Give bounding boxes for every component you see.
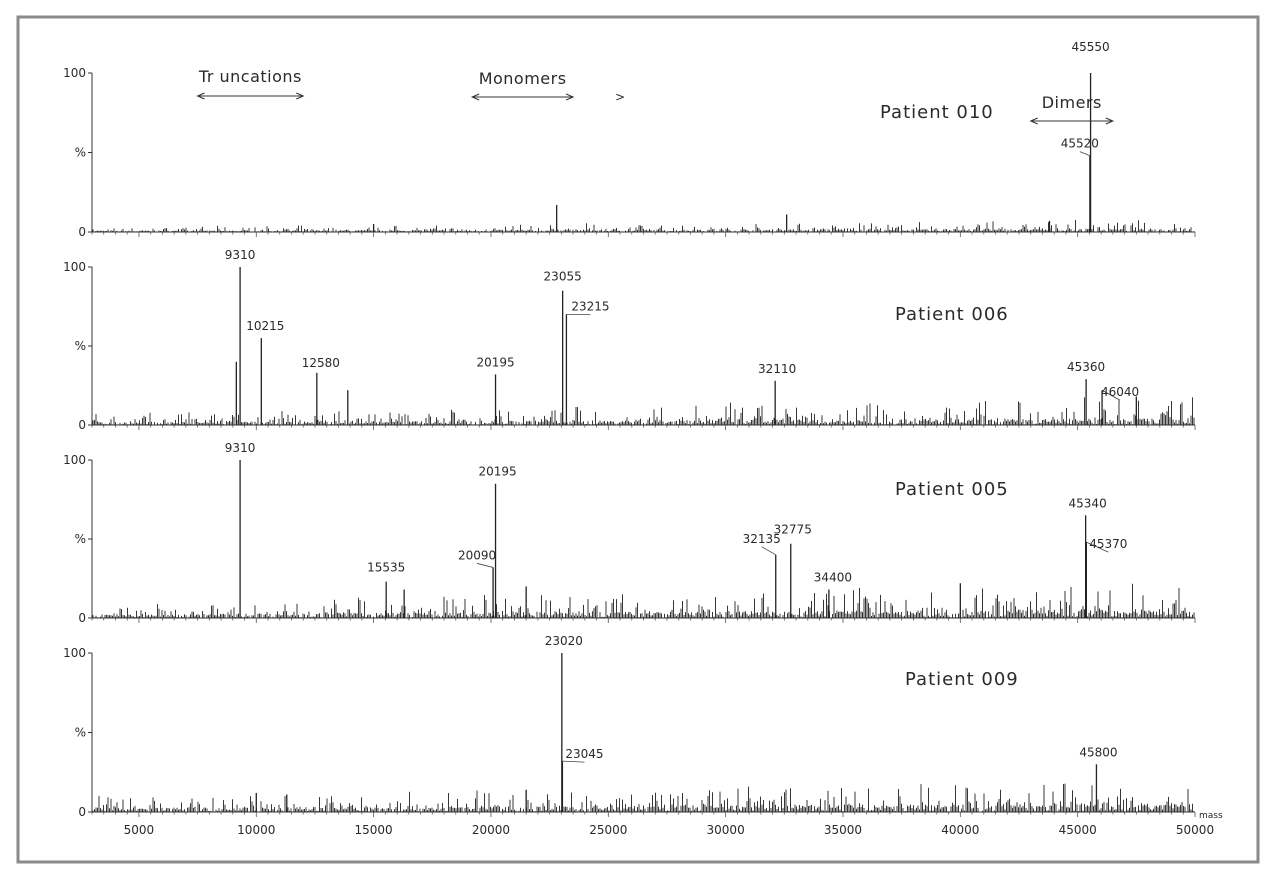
spectra-panels: 100% 0 45550 45520 Patient 010 100% 0 9310 10215… (63, 40, 1196, 819)
peak-leader (1101, 389, 1121, 401)
x-tick-label: 20000 (472, 823, 510, 837)
peak-label: 23215 (571, 299, 609, 313)
peak-leader (1086, 541, 1109, 553)
peak-label: 32135 (743, 532, 781, 546)
region-arrow-head (1105, 117, 1115, 125)
patient-label: Patient 010 (880, 102, 994, 123)
spectrum-panel: 100% 0 45550 45520 Patient 010 (63, 40, 1196, 239)
peak-label: 45550 (1071, 40, 1109, 54)
x-tick-label: 35000 (824, 823, 862, 837)
peak-leader (562, 760, 585, 763)
peak-label: 45800 (1079, 745, 1117, 759)
region-annotation: Monomers (470, 69, 575, 101)
region-label: Monomers (479, 69, 567, 88)
peak-label: 23055 (544, 270, 582, 284)
peak-leader (1079, 151, 1091, 157)
peak-leader (761, 546, 776, 556)
figure-frame (16, 15, 1260, 864)
region-annotations: Tr uncations Monomers Dimers > (196, 67, 1115, 125)
region-arrow-head (565, 93, 575, 101)
patient-label: Patient 009 (905, 669, 1019, 690)
y-tick-label: 0 (78, 225, 86, 239)
region-arrow-head (1029, 117, 1038, 125)
peak-label: 32775 (774, 523, 812, 537)
y-tick-label: 100 (63, 66, 86, 80)
y-tick-label: 100 (63, 453, 86, 467)
peak-label: 20195 (478, 465, 516, 479)
peak-label: 34400 (814, 571, 852, 585)
y-tick-label: 0 (78, 418, 86, 432)
spectrum-trace (92, 397, 1195, 425)
x-tick-label: 10000 (237, 823, 275, 837)
peak-label: 23020 (545, 634, 583, 648)
peak-label: 10215 (246, 319, 284, 333)
x-tick-label: 30000 (707, 823, 745, 837)
peak-label: 23045 (565, 747, 603, 761)
spectrum-trace (92, 783, 1195, 812)
patient-label: Patient 006 (895, 304, 1009, 325)
x-tick-label: 25000 (589, 823, 627, 837)
region-annotation: Dimers (1029, 93, 1115, 125)
peak-label: 9310 (225, 441, 256, 455)
x-axis: 5000 10000 15000 20000 25000 30000 35000 40000 4… (124, 811, 1223, 837)
patient-label: Patient 005 (895, 479, 1009, 500)
y-tick-label: % (75, 532, 86, 546)
peak-label: 20195 (476, 355, 514, 369)
region-arrow-head (470, 93, 480, 101)
peak-label: 12580 (302, 356, 340, 370)
y-tick-label: % (75, 339, 86, 353)
stray-arrow-mark: > (615, 90, 625, 104)
peak-label: 15535 (367, 561, 405, 575)
spectrum-trace (92, 220, 1195, 232)
peak-leader (476, 563, 494, 568)
spectrum-panel: 100% 0 9310 10215 12580 20195 23055 23215 32110 4… (63, 248, 1196, 432)
spectrum-trace (92, 583, 1195, 618)
x-axis-label: mass (1199, 811, 1223, 821)
peak-label: 45360 (1067, 360, 1105, 374)
spectrum-panel: 100% 0 23020 23045 45800 Patient 009 (63, 634, 1196, 819)
y-tick-label: % (75, 146, 86, 160)
region-arrow-head (196, 92, 205, 100)
y-tick-label: 0 (78, 611, 86, 625)
region-label: Dimers (1042, 93, 1102, 112)
y-tick-label: 100 (63, 260, 86, 274)
y-tick-label: % (75, 726, 86, 740)
y-tick-label: 0 (78, 805, 86, 819)
region-arrow-head (296, 92, 305, 100)
y-tick-label: 100 (63, 646, 86, 660)
x-tick-label: 5000 (124, 823, 155, 837)
region-annotation: Tr uncations (196, 67, 305, 100)
x-tick-label: 45000 (1059, 823, 1097, 837)
x-tick-label: 40000 (941, 823, 979, 837)
peak-label: 20090 (458, 548, 496, 562)
x-tick-label: 15000 (355, 823, 393, 837)
peak-label: 45340 (1069, 496, 1107, 510)
peak-label: 32110 (758, 362, 796, 376)
peak-label: 45520 (1061, 137, 1099, 151)
x-tick-label: 50000 (1176, 823, 1214, 837)
region-label: Tr uncations (198, 67, 302, 86)
peak-label: 46040 (1101, 385, 1139, 399)
peak-label: 9310 (225, 248, 256, 262)
peak-label: 45370 (1089, 537, 1127, 551)
